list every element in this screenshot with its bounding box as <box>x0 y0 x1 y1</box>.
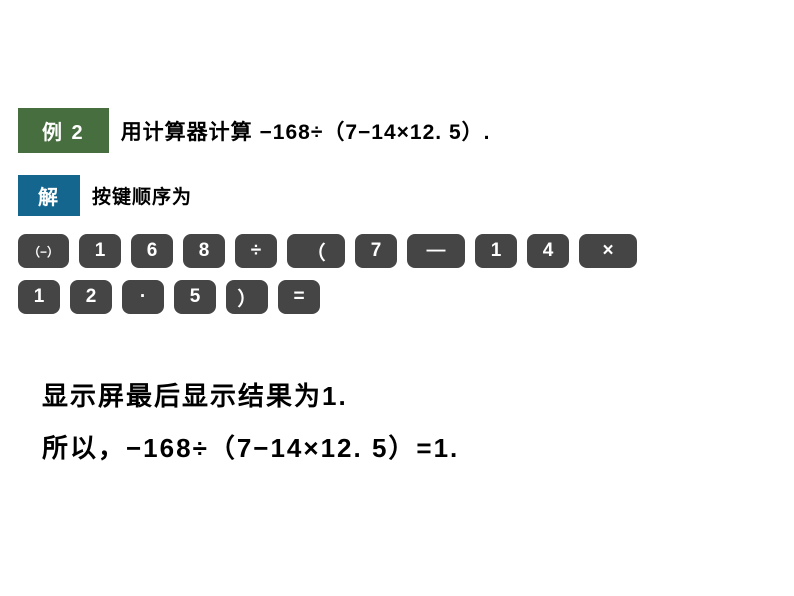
calculator-key: 4 <box>527 234 569 268</box>
calculator-key: 7 <box>355 234 397 268</box>
keys-row-1: （−）168÷（7—14× <box>18 234 776 268</box>
example-text: 用计算器计算 −168÷（7−14×12. 5）. <box>121 116 491 146</box>
keys-row-2: 12 · 5 ） = <box>18 280 776 314</box>
calculator-key: = <box>278 280 320 314</box>
calculator-key: 1 <box>475 234 517 268</box>
calculator-key: （−） <box>18 234 69 268</box>
calculator-key: 2 <box>70 280 112 314</box>
calculator-key: 6 <box>131 234 173 268</box>
solution-badge: 解 <box>18 175 80 216</box>
slide-content: 例 2 用计算器计算 −168÷（7−14×12. 5）. 解 按键顺序为 （−… <box>18 108 776 474</box>
calculator-key: ÷ <box>235 234 277 268</box>
calculator-key: 1 <box>79 234 121 268</box>
calculator-key: 5 <box>174 280 216 314</box>
calculator-key: 8 <box>183 234 225 268</box>
calculator-key: （ <box>287 234 345 268</box>
calculator-key: — <box>407 234 465 268</box>
result-line-1: 显示屏最后显示结果为1. <box>42 370 776 422</box>
calculator-key: ） <box>226 280 268 314</box>
calculator-key: × <box>579 234 637 268</box>
solution-row: 解 按键顺序为 <box>18 175 776 216</box>
result-line-2: 所以，−168÷（7−14×12. 5）=1. <box>42 422 776 474</box>
result-area: 显示屏最后显示结果为1. 所以，−168÷（7−14×12. 5）=1. <box>42 370 776 474</box>
example-badge: 例 2 <box>18 108 109 153</box>
calculator-key: 1 <box>18 280 60 314</box>
solution-text: 按键顺序为 <box>92 182 192 209</box>
example-row: 例 2 用计算器计算 −168÷（7−14×12. 5）. <box>18 108 776 153</box>
calculator-key: · <box>122 280 164 314</box>
